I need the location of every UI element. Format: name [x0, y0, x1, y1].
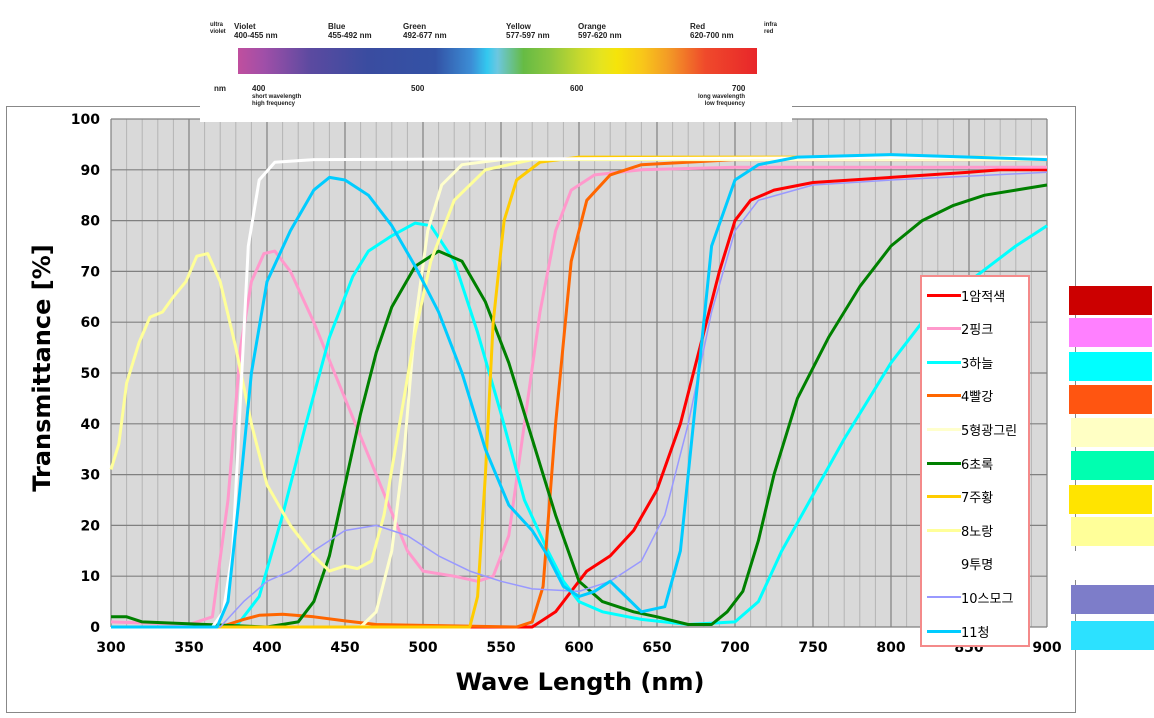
legend-line-marker: [927, 461, 961, 465]
y-tick-label: 0: [90, 620, 100, 636]
long-wavelength-note: long wavelength low frequency: [698, 94, 746, 107]
short-wavelength-note: short wavelength high frequency: [252, 94, 302, 107]
y-tick-label: 100: [71, 112, 100, 128]
x-tick-label: 650: [642, 640, 671, 656]
legend-label: 7주황: [961, 491, 994, 507]
legend-label: 1암적색: [961, 289, 1006, 305]
legend-item: 4빨강: [922, 386, 993, 406]
y-tick-label: 90: [81, 163, 101, 179]
legend-item: 8노랑: [922, 520, 993, 540]
spectrum-color-bar: [238, 48, 757, 74]
x-tick-labels: 300 350 400 450 500 550 600 650 700 750 800 850 900: [96, 640, 1061, 656]
legend-label: 8노랑: [961, 524, 994, 540]
spectrum-band-label: ultra violet: [210, 22, 226, 35]
legend-item: 11청: [922, 621, 990, 641]
legend-line-marker: [927, 394, 961, 398]
series-line-3: [111, 221, 1048, 629]
color-swatch: [1071, 585, 1154, 614]
x-tick-label: 900: [1032, 640, 1061, 656]
x-axis-title: Wave Length (nm): [456, 668, 705, 696]
spectrum-tick-label: 700: [732, 84, 746, 93]
x-tick-label: 550: [486, 640, 515, 656]
spectrum-band-label: Orange 597-620 nm: [578, 22, 622, 40]
color-swatch: [1071, 418, 1154, 447]
spectrum-band-label: Green 492-677 nm: [403, 22, 447, 40]
legend-label: 2핑크: [961, 323, 994, 339]
legend-line-marker: [927, 629, 961, 633]
spectrum-tick-label: 600: [570, 84, 584, 93]
legend-item: 6초록: [922, 453, 993, 473]
spectrum-band-label: Yellow 577-597 nm: [506, 22, 550, 40]
series-group: [109, 153, 1048, 629]
color-swatch: [1071, 451, 1154, 480]
legend-label: 9투명: [961, 558, 994, 574]
legend: 1암적색 2핑크 3하늘 4빨강 5형광그린 6초록 7주황 8노랑 9투명 10스모그 11청: [920, 275, 1030, 647]
y-axis-title: Transmittance [%]: [28, 244, 56, 491]
legend-line-marker: [927, 495, 961, 499]
y-tick-label: 60: [81, 315, 101, 331]
y-tick-label: 50: [81, 366, 101, 382]
spectrum-band-label: infra red: [764, 22, 778, 35]
spectrum-band-label: Blue 455-492 nm: [328, 22, 372, 40]
x-tick-label: 450: [330, 640, 359, 656]
y-tick-label: 70: [81, 264, 101, 280]
spectrum-band-label: Violet 400-455 nm: [234, 22, 278, 40]
series-line-11: [111, 153, 1048, 629]
y-tick-labels: 0 10 20 30 40 50 60 70 80 90 100: [71, 112, 100, 636]
x-tick-label: 400: [252, 640, 281, 656]
series-line-10: [111, 171, 1048, 628]
legend-item: 10스모그: [922, 587, 1013, 607]
color-swatch: [1069, 286, 1152, 315]
series-line-4: [111, 158, 1047, 629]
series-line-8: [109, 155, 1048, 573]
y-tick-label: 20: [81, 518, 101, 534]
legend-item: 1암적색: [922, 285, 1005, 305]
color-swatch: [1071, 621, 1154, 650]
color-swatch: [1071, 551, 1154, 580]
y-tick-label: 80: [81, 214, 101, 230]
x-tick-label: 700: [720, 640, 749, 656]
legend-line-marker: [927, 327, 961, 331]
legend-label: 4빨강: [961, 390, 994, 406]
color-swatch: [1069, 318, 1152, 347]
color-swatch: [1069, 385, 1152, 414]
x-tick-label: 500: [408, 640, 437, 656]
color-swatch: [1069, 352, 1152, 381]
x-tick-label: 350: [174, 640, 203, 656]
y-tick-label: 10: [81, 569, 101, 585]
legend-item: 3하늘: [922, 352, 993, 372]
visible-spectrum-reference: ultra violet Violet 400-455 nm Blue 455-49…: [200, 14, 792, 122]
y-tick-label: 30: [81, 468, 101, 484]
spectrum-band-label: Red 620-700 nm: [690, 22, 734, 40]
legend-line-marker: [927, 427, 961, 431]
legend-label: 5형광그린: [961, 423, 1018, 439]
x-tick-label: 800: [876, 640, 905, 656]
legend-label: 3하늘: [961, 356, 994, 372]
legend-line-marker: [927, 562, 961, 565]
legend-label: 11청: [961, 625, 990, 641]
series-line-5: [111, 158, 1047, 629]
legend-item: 9투명: [922, 554, 993, 574]
legend-item: 5형광그린: [922, 419, 1017, 439]
legend-line-marker: [927, 528, 961, 532]
series-line-6: [111, 183, 1048, 629]
x-tick-label: 600: [564, 640, 593, 656]
x-tick-label: 300: [96, 640, 125, 656]
spectrum-tick-label: 400: [252, 84, 266, 93]
y-tick-label: 40: [81, 417, 101, 433]
legend-line-marker: [927, 360, 961, 364]
spectrum-tick-label: 500: [411, 84, 425, 93]
color-swatch: [1071, 517, 1154, 546]
legend-line-marker: [927, 596, 961, 599]
color-swatch: [1069, 485, 1152, 514]
spectrum-unit: nm: [214, 84, 226, 93]
x-tick-label: 750: [798, 640, 827, 656]
legend-label: 10스모그: [961, 591, 1014, 607]
legend-item: 2핑크: [922, 319, 993, 339]
legend-label: 6초록: [961, 457, 994, 473]
series-line-9: [111, 155, 1048, 629]
legend-item: 7주황: [922, 487, 993, 507]
legend-line-marker: [927, 293, 961, 297]
